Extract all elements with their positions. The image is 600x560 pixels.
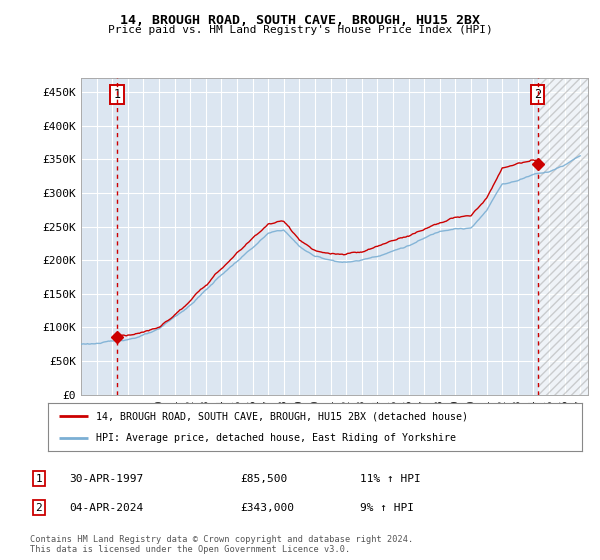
Text: HPI: Average price, detached house, East Riding of Yorkshire: HPI: Average price, detached house, East…: [96, 433, 456, 443]
Text: 14, BROUGH ROAD, SOUTH CAVE, BROUGH, HU15 2BX (detached house): 14, BROUGH ROAD, SOUTH CAVE, BROUGH, HU1…: [96, 411, 468, 421]
Text: 2: 2: [35, 503, 43, 513]
Text: Contains HM Land Registry data © Crown copyright and database right 2024.
This d: Contains HM Land Registry data © Crown c…: [30, 535, 413, 554]
Text: Price paid vs. HM Land Registry's House Price Index (HPI): Price paid vs. HM Land Registry's House …: [107, 25, 493, 35]
Text: 30-APR-1997: 30-APR-1997: [69, 474, 143, 484]
Text: 2: 2: [534, 88, 541, 101]
Text: £85,500: £85,500: [240, 474, 287, 484]
Text: 1: 1: [114, 88, 121, 101]
Text: 9% ↑ HPI: 9% ↑ HPI: [360, 503, 414, 513]
Text: 04-APR-2024: 04-APR-2024: [69, 503, 143, 513]
Text: 14, BROUGH ROAD, SOUTH CAVE, BROUGH, HU15 2BX: 14, BROUGH ROAD, SOUTH CAVE, BROUGH, HU1…: [120, 14, 480, 27]
Bar: [538, 78, 588, 395]
Text: £343,000: £343,000: [240, 503, 294, 513]
Text: 1: 1: [35, 474, 43, 484]
Text: 11% ↑ HPI: 11% ↑ HPI: [360, 474, 421, 484]
